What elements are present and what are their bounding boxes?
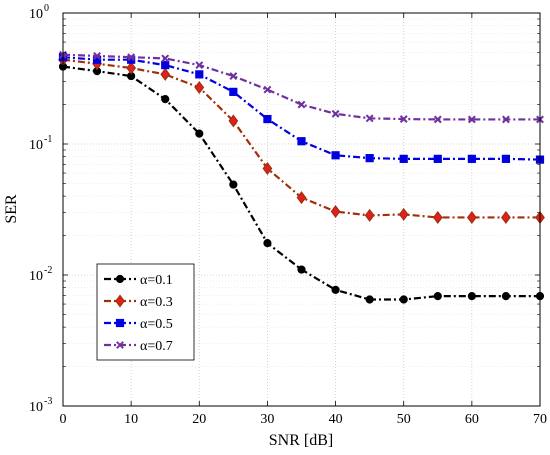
data-point — [331, 151, 340, 160]
data-point — [399, 295, 408, 304]
data-point — [296, 191, 307, 205]
y-tick-exponent: -2 — [44, 265, 52, 276]
data-point — [195, 70, 204, 79]
legend-label: α=0.5 — [140, 317, 173, 332]
data-point — [432, 210, 443, 224]
x-tick-label: 30 — [260, 412, 274, 427]
legend-label: α=0.3 — [140, 295, 173, 310]
x-tick-label: 0 — [60, 412, 67, 427]
data-point — [229, 87, 238, 96]
y-axis-label: SER — [3, 194, 20, 224]
data-point — [228, 114, 239, 128]
y-tick-exponent: -3 — [44, 396, 52, 407]
data-point — [331, 285, 340, 294]
data-point — [501, 154, 511, 163]
y-tick-label: 10 — [29, 7, 43, 22]
y-tick-label: 10 — [29, 400, 43, 415]
x-tick-label: 70 — [533, 412, 547, 427]
x-tick-label: 20 — [192, 412, 206, 427]
data-point — [501, 210, 511, 224]
data-point — [229, 180, 238, 189]
data-point — [297, 265, 306, 274]
legend-item-2: α=0.3 — [104, 294, 173, 310]
legend-marker — [115, 318, 125, 328]
x-tick-label: 50 — [397, 412, 411, 427]
x-tick-label: 10 — [124, 412, 138, 427]
data-point — [364, 208, 375, 222]
data-point — [399, 115, 408, 123]
data-point — [502, 115, 510, 124]
y-tick-label: 10 — [29, 138, 43, 153]
legend-item-3: α=0.5 — [104, 317, 173, 332]
data-point — [263, 85, 272, 94]
data-point — [160, 67, 171, 81]
data-point — [194, 80, 205, 94]
series-2 — [58, 53, 545, 224]
x-axis-label: SNR [dB] — [269, 432, 333, 449]
data-point — [229, 72, 238, 80]
legend-marker — [116, 341, 124, 349]
data-point — [161, 54, 170, 63]
data-point — [127, 53, 136, 62]
data-point — [297, 100, 306, 109]
y-tick-exponent: -1 — [44, 134, 52, 145]
data-point — [467, 292, 476, 301]
legend-label: α=0.7 — [140, 339, 173, 354]
legend-marker — [115, 294, 125, 308]
data-point — [365, 154, 374, 163]
series-3 — [58, 53, 545, 164]
data-point — [161, 95, 170, 104]
data-point — [195, 129, 204, 138]
y-tick-exponent: 0 — [44, 3, 49, 14]
data-point — [398, 207, 409, 221]
data-point — [467, 115, 476, 124]
data-point — [433, 292, 442, 301]
data-point — [501, 292, 511, 301]
data-point — [467, 154, 476, 163]
legend-item-1: α=0.1 — [104, 273, 173, 288]
data-point — [330, 205, 341, 219]
data-point — [297, 137, 306, 146]
data-point — [433, 154, 442, 163]
data-point — [263, 239, 272, 248]
y-tick-label: 10 — [29, 269, 43, 284]
data-point — [365, 295, 374, 304]
data-point — [331, 109, 340, 118]
data-point — [161, 61, 170, 70]
legend-box — [96, 263, 195, 361]
x-tick-label: 40 — [329, 412, 343, 427]
x-tick-label: 60 — [465, 412, 479, 427]
data-point — [466, 210, 477, 224]
data-point — [433, 115, 442, 124]
legend-label: α=0.1 — [140, 273, 173, 288]
legend-marker — [115, 274, 125, 284]
plot-frame — [62, 12, 541, 407]
data-point — [365, 114, 374, 123]
data-point — [195, 61, 204, 70]
data-point — [399, 154, 408, 163]
data-point — [263, 114, 272, 124]
series-layer — [58, 50, 545, 304]
data-point — [93, 52, 101, 60]
legend-item-4: α=0.7 — [104, 339, 173, 354]
data-point — [262, 162, 273, 176]
legend: α=0.1 α=0.3 α=0.5 α=0.7 — [96, 263, 195, 361]
data-point — [126, 61, 137, 75]
